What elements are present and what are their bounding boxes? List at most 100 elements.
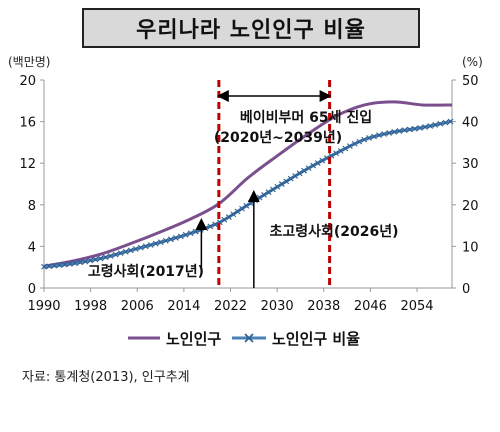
series-marker	[427, 123, 434, 129]
series-marker	[432, 121, 439, 128]
series-marker	[56, 262, 63, 269]
series-marker	[447, 118, 454, 125]
series-marker	[361, 136, 368, 143]
series-marker	[92, 256, 99, 263]
series-marker	[417, 125, 423, 131]
series-line-elderly-population	[43, 100, 453, 268]
series-marker	[274, 183, 281, 190]
series-marker	[296, 170, 303, 177]
series-marker	[376, 132, 382, 139]
series-marker	[122, 248, 129, 255]
series-marker	[230, 211, 237, 218]
x-tick-label: 2022	[214, 299, 247, 314]
series-marker	[225, 214, 232, 220]
x-tick-label: 2014	[167, 299, 200, 314]
series-marker	[46, 263, 53, 270]
legend-group: 노인인구 노인인구 비율	[128, 330, 360, 348]
series-marker	[61, 261, 68, 268]
series-marker	[142, 243, 149, 250]
series-marker	[292, 173, 299, 179]
series-marker	[305, 165, 312, 171]
series-marker	[347, 143, 353, 149]
y-left-tick-label: 0	[28, 282, 36, 297]
series-marker	[270, 186, 276, 193]
y-right-tick-label: 0	[462, 282, 470, 297]
y-left-tick-label: 8	[28, 199, 36, 214]
x-tick-label: 1990	[27, 299, 60, 314]
series-marker	[182, 231, 189, 238]
series-marker	[167, 236, 174, 243]
series-marker	[401, 127, 408, 134]
series-marker	[137, 244, 144, 251]
series-marker	[287, 175, 294, 182]
series-marker	[437, 120, 444, 127]
annotation-group: 베이비부머 65세 진입 (2020년~2039년) 고령사회(2017년) 초고령사…	[88, 80, 399, 288]
y-right-tick-label: 30	[462, 157, 479, 172]
annotation-babyboomer: 베이비부머 65세 진입	[240, 109, 372, 126]
series-marker	[107, 253, 114, 259]
x-tick-label: 2030	[261, 299, 294, 314]
series-marker	[243, 202, 250, 209]
y-right-tick-label: 40	[462, 116, 479, 131]
y-left-tick-label: 20	[19, 74, 36, 89]
series-marker	[366, 135, 372, 141]
series-marker	[66, 261, 73, 267]
series-marker	[314, 160, 321, 166]
series-marker	[381, 131, 388, 137]
source-note: 자료: 통계청(2013), 인구추계	[22, 370, 190, 385]
y-axis-left-unit: (백만명)	[8, 55, 50, 69]
series-marker	[41, 263, 47, 270]
series-marker	[51, 262, 58, 269]
legend-label-elderly-ratio: 노인인구 비율	[272, 330, 360, 348]
series-marker	[172, 234, 179, 241]
series-marker	[187, 230, 194, 237]
series-marker	[351, 140, 358, 147]
series-marker	[77, 259, 84, 266]
series-group	[41, 100, 454, 270]
series-marker	[102, 254, 109, 261]
series-marker	[337, 147, 344, 154]
series-marker	[147, 242, 154, 248]
series-marker	[386, 130, 393, 136]
x-tick-label: 2054	[400, 299, 433, 314]
y-right-tick-label: 20	[462, 199, 479, 214]
chart-title-box: 우리나라 노인인구 비율	[82, 8, 420, 48]
series-marker	[342, 145, 349, 152]
series-marker	[278, 181, 285, 187]
series-marker	[82, 258, 89, 265]
series-marker	[112, 251, 119, 258]
y-axis-right-unit: (%)	[462, 55, 483, 69]
series-marker	[422, 124, 428, 130]
series-marker	[283, 178, 290, 185]
series-marker	[310, 162, 317, 169]
series-marker	[87, 257, 94, 264]
series-marker	[356, 138, 363, 145]
series-marker	[234, 208, 241, 215]
series-marker	[442, 119, 449, 126]
y-left-tick-label: 4	[28, 240, 36, 255]
annotation-super-aged-society: 초고령사회(2026년)	[269, 224, 398, 240]
series-marker	[72, 260, 78, 267]
series-marker	[97, 255, 104, 262]
y-right-tick-label: 10	[462, 240, 479, 255]
y-right-tick-label: 50	[462, 74, 479, 89]
series-marker	[212, 221, 219, 228]
y-left-tick-label: 16	[19, 116, 36, 131]
series-marker	[319, 157, 326, 164]
legend-label-elderly-population: 노인인구	[166, 330, 221, 348]
annotation-babyboomer-period: (2020년~2039년)	[214, 130, 342, 146]
series-marker	[117, 250, 124, 257]
series-marker	[152, 240, 159, 247]
series-marker	[239, 205, 245, 212]
series-marker	[411, 125, 418, 132]
series-marker	[177, 233, 184, 240]
legend-marker-elderly-ratio	[244, 333, 254, 343]
y-left-tick-label: 12	[19, 157, 36, 172]
series-marker	[333, 150, 339, 157]
x-tick-label: 1998	[74, 299, 107, 314]
series-marker	[371, 133, 377, 140]
series-marker	[127, 247, 134, 254]
